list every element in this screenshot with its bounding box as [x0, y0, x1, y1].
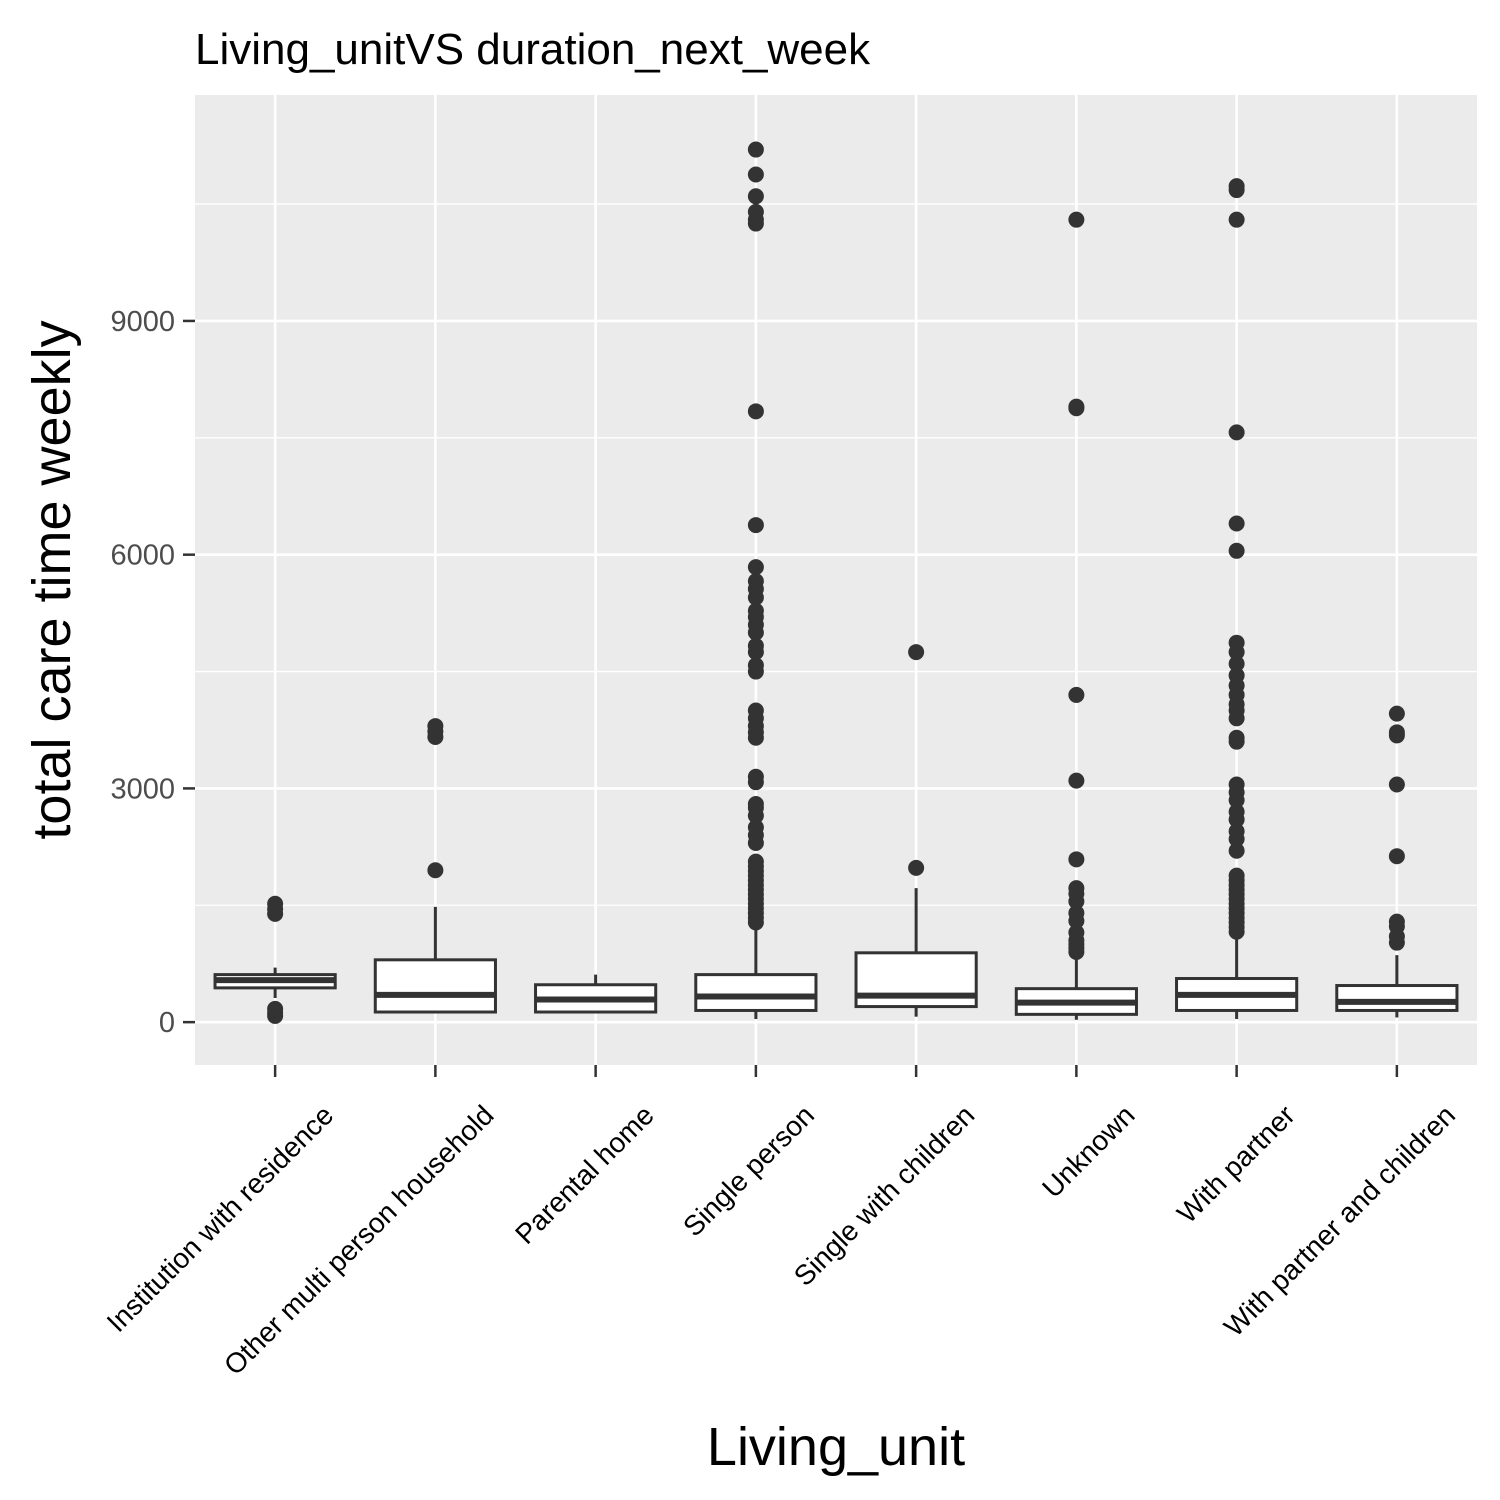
- x-tick-label: Unknown: [1036, 1099, 1140, 1203]
- plot-panel: [195, 95, 1477, 1065]
- box-group: [1175, 178, 1299, 1020]
- outlier-point: [1228, 803, 1245, 820]
- outlier-point: [747, 141, 764, 158]
- outlier-point: [747, 795, 764, 812]
- outlier-point: [1388, 848, 1405, 865]
- outlier-point: [427, 718, 444, 735]
- outlier-point: [267, 1000, 284, 1017]
- outlier-point: [1068, 905, 1085, 922]
- x-tick-label: Single with children: [788, 1099, 981, 1292]
- outlier-point: [747, 559, 764, 576]
- outlier-point: [1068, 686, 1085, 703]
- y-tick-label: 6000: [110, 540, 175, 572]
- outlier-point: [747, 853, 764, 870]
- outlier-point: [1228, 424, 1245, 441]
- y-tick-label: 0: [159, 1007, 175, 1039]
- outlier-point: [1068, 398, 1085, 415]
- outlier-point: [908, 859, 925, 876]
- outlier-point: [1068, 211, 1085, 228]
- outlier-point: [747, 637, 764, 654]
- x-axis-title: Living_unit: [707, 1417, 965, 1477]
- outlier-point: [747, 403, 764, 420]
- outlier-point: [1388, 913, 1405, 930]
- y-tick-label: 3000: [110, 773, 175, 805]
- outlier-point: [747, 166, 764, 183]
- box-iqr: [694, 973, 818, 1012]
- box-group: [854, 644, 978, 1017]
- box-layer: [213, 141, 1459, 1024]
- y-tick-label: 9000: [110, 306, 175, 338]
- outlier-point: [747, 602, 764, 619]
- outlier-point: [1068, 880, 1085, 897]
- box-group: [1335, 705, 1459, 1018]
- outlier-point: [747, 819, 764, 836]
- outlier-point: [1228, 776, 1245, 793]
- box-group: [1014, 211, 1138, 1020]
- outlier-point: [1228, 655, 1245, 672]
- outlier-point: [747, 573, 764, 590]
- x-tick-label: With partner: [1171, 1099, 1301, 1229]
- outlier-point: [747, 768, 764, 785]
- outlier-point: [1068, 772, 1085, 789]
- outlier-point: [908, 644, 925, 661]
- outlier-point: [1388, 724, 1405, 741]
- outlier-point: [1228, 542, 1245, 559]
- outlier-point: [747, 517, 764, 534]
- box-iqr: [1335, 984, 1459, 1012]
- box-group: [213, 895, 337, 1024]
- outlier-point: [747, 203, 764, 220]
- outlier-point: [1068, 924, 1085, 941]
- outlier-point: [1228, 178, 1245, 195]
- outlier-point: [747, 657, 764, 674]
- outlier-point: [267, 895, 284, 912]
- box-iqr: [373, 958, 497, 1014]
- outlier-point: [747, 702, 764, 719]
- box-group: [694, 141, 818, 1020]
- outlier-point: [747, 188, 764, 205]
- x-tick-label: Parental home: [509, 1099, 660, 1250]
- outlier-point: [1228, 211, 1245, 228]
- outlier-point: [1068, 851, 1085, 868]
- outlier-point: [1228, 729, 1245, 746]
- box-group: [534, 974, 658, 1014]
- outlier-point: [1228, 634, 1245, 651]
- outlier-point: [1228, 823, 1245, 840]
- outlier-point: [1228, 867, 1245, 884]
- x-tick-label: Single person: [677, 1099, 820, 1242]
- chart-title: Living_unitVS duration_next_week: [195, 25, 871, 74]
- outlier-point: [427, 862, 444, 879]
- outlier-point: [1228, 515, 1245, 532]
- x-tick-label: Other multi person household: [218, 1099, 500, 1381]
- y-axis-title: total care time weekly: [22, 320, 82, 839]
- outlier-point: [1388, 705, 1405, 722]
- outlier-point: [1228, 842, 1245, 859]
- y-axis: 0 3000 6000 9000: [110, 306, 195, 1039]
- outlier-point: [1228, 667, 1245, 684]
- outlier-point: [1388, 776, 1405, 793]
- box-group: [373, 718, 497, 1014]
